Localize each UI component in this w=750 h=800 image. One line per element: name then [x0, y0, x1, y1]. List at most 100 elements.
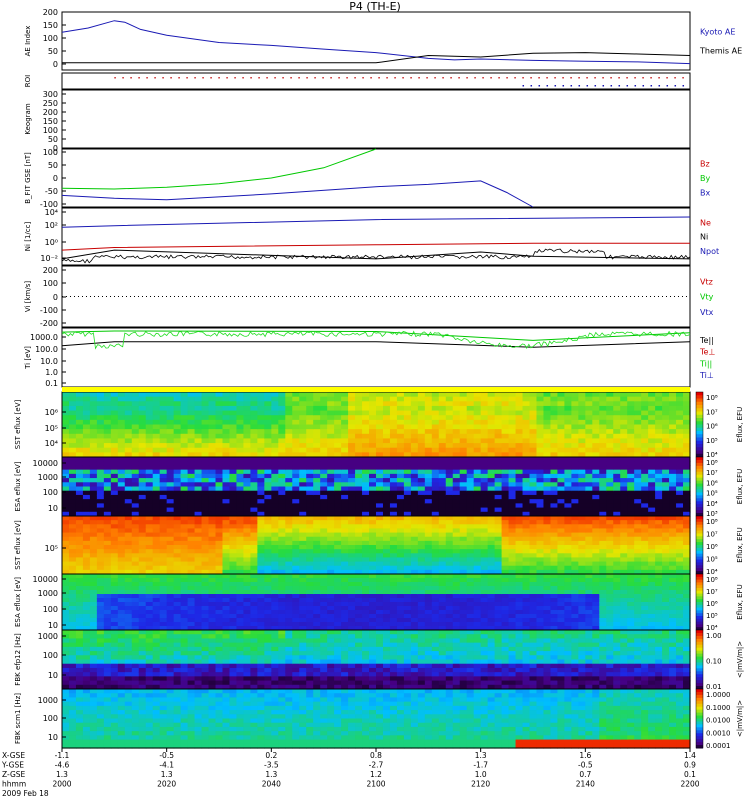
- spectrogram-cell: [403, 610, 412, 615]
- spectrogram-cell: [215, 457, 224, 462]
- spectrogram-cell: [201, 443, 210, 449]
- spectrogram-cell: [369, 457, 377, 462]
- spectrogram-cell: [145, 594, 154, 599]
- spectrogram-cell: [452, 433, 461, 440]
- spectrogram-cell: [529, 461, 538, 467]
- spectrogram-cell: [515, 602, 524, 607]
- spectrogram-cell: [676, 561, 684, 567]
- spectrogram-cell: [445, 626, 454, 631]
- spectrogram-cell: [257, 419, 265, 426]
- spectrogram-cell: [382, 516, 391, 521]
- spectrogram-cell: [473, 443, 482, 449]
- spectrogram-cell: [264, 429, 272, 435]
- spectrogram-cell: [250, 626, 258, 631]
- spectrogram-cell: [215, 610, 224, 615]
- spectrogram-cell: [362, 469, 370, 475]
- spectrogram-cell: [236, 461, 245, 467]
- spectrogram-cell: [334, 602, 342, 607]
- spectrogram-cell: [320, 469, 328, 475]
- spectrogram-cell: [362, 565, 370, 571]
- spectrogram-cell: [487, 507, 496, 513]
- roi-dot: [130, 77, 132, 79]
- spectrogram-cell: [201, 499, 210, 504]
- spectrogram-cell: [376, 490, 384, 496]
- spectrogram-cell: [131, 419, 140, 426]
- spectrogram-cell: [571, 499, 579, 504]
- spectrogram-cell: [152, 443, 161, 449]
- spectrogram-cell: [376, 507, 384, 513]
- spectrogram-cell: [641, 405, 649, 412]
- spectrogram-cell: [159, 392, 168, 398]
- spectrogram-cell: [264, 574, 272, 579]
- spectrogram-cell: [348, 482, 356, 488]
- spectrogram-cell: [229, 452, 238, 458]
- spectrogram-cell: [278, 610, 286, 615]
- spectrogram-cell: [571, 433, 579, 440]
- spectrogram-cell: [75, 507, 84, 513]
- spectrogram-cell: [403, 452, 412, 458]
- spectrogram-cell: [250, 419, 258, 426]
- spectrogram-cell: [194, 461, 203, 467]
- spectrogram-cell: [599, 486, 607, 492]
- spectrogram-cell: [208, 602, 217, 607]
- spectrogram-cell: [480, 452, 489, 458]
- spectrogram-cell: [571, 424, 579, 430]
- series-line-4-2: [61, 216, 691, 228]
- spectrogram-cell: [215, 469, 224, 475]
- spectrogram-cell: [613, 392, 621, 398]
- spectrogram-cell: [180, 461, 189, 467]
- spectrogram-cell: [103, 392, 112, 398]
- spectrogram-cell: [606, 557, 614, 563]
- spectrogram-cell: [417, 606, 426, 611]
- spectrogram-cell: [529, 545, 538, 550]
- spectrogram-cell: [138, 465, 147, 471]
- spectrogram-cell: [257, 614, 265, 619]
- spectrogram-cell: [110, 545, 119, 550]
- spectrogram-cell: [348, 465, 356, 471]
- roi-dot: [610, 85, 613, 87]
- spectrogram-cell: [536, 578, 545, 583]
- spectrogram-cell: [585, 536, 593, 542]
- spectrogram-cell: [117, 618, 126, 623]
- spectrogram-cell: [271, 549, 279, 554]
- spectrogram-cell: [138, 461, 147, 467]
- spectrogram-cell: [592, 478, 600, 483]
- spectrogram-cell: [257, 438, 265, 444]
- spectrogram-cell: [103, 626, 112, 631]
- spectrogram-cell: [655, 429, 663, 435]
- spectrogram-cell: [138, 578, 147, 583]
- spectrogram-cell: [292, 461, 300, 467]
- roi-dot: [122, 77, 124, 79]
- spectrogram-cell: [376, 465, 384, 471]
- spectrogram-cell: [438, 606, 447, 611]
- spectrogram-cell: [592, 614, 600, 619]
- spectrogram-cell: [208, 540, 217, 546]
- spectrogram-cell: [62, 516, 70, 521]
- spectrogram-cell: [236, 561, 245, 567]
- spectrogram-cell: [110, 415, 119, 421]
- spectrogram-cell: [536, 447, 545, 453]
- spectrogram-cell: [208, 516, 217, 521]
- spectrogram-cell: [348, 438, 356, 444]
- spectrogram-cell: [634, 424, 642, 430]
- spectrogram-cell: [341, 401, 349, 407]
- spectrogram-cell: [676, 528, 684, 534]
- spectrogram-cell: [424, 614, 433, 619]
- spectrogram-cell: [627, 415, 635, 421]
- spectrogram-cell: [243, 532, 251, 538]
- spectrogram-cell: [285, 618, 293, 623]
- spectrogram-cell: [327, 499, 335, 504]
- spectrogram-cell: [243, 524, 251, 530]
- spectrogram-cell: [145, 401, 154, 407]
- spectrogram-cell: [417, 524, 426, 530]
- spectrogram-cell: [417, 461, 426, 467]
- spectrogram-cell: [320, 594, 328, 599]
- spectrogram-cell: [578, 549, 586, 554]
- spectrogram-cell: [669, 415, 677, 421]
- spectrogram-cell: [208, 561, 217, 567]
- spectrogram-cell: [655, 528, 663, 534]
- roi-dot: [282, 77, 284, 79]
- spectrogram-cell: [564, 545, 572, 550]
- spectrogram-cell: [159, 545, 168, 550]
- spectrogram-cell: [327, 443, 335, 449]
